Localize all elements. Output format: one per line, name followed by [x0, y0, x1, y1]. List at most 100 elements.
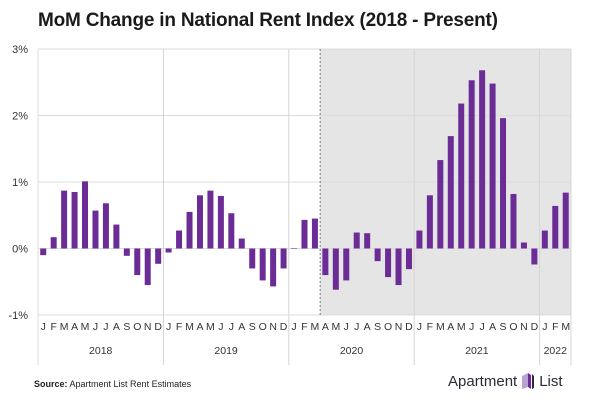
month-tick-label: A: [322, 321, 329, 333]
bar: [61, 190, 68, 249]
month-tick-label: M: [331, 321, 340, 333]
bar: [426, 195, 433, 249]
bar: [155, 248, 162, 264]
bar: [416, 230, 423, 249]
y-tick-label: 3%: [12, 44, 28, 56]
month-tick-label: D: [405, 321, 413, 333]
bar: [186, 211, 193, 249]
bar: [458, 103, 465, 249]
year-label: 2020: [340, 345, 364, 357]
month-tick-label: M: [561, 321, 570, 333]
month-tick-label: M: [81, 321, 90, 333]
month-tick-label: A: [196, 321, 203, 333]
month-tick-label: J: [480, 321, 485, 333]
month-tick-label: M: [311, 321, 320, 333]
month-tick-label: M: [185, 321, 194, 333]
month-tick-label: J: [93, 321, 98, 333]
month-tick-label: N: [269, 321, 277, 333]
bar: [322, 248, 329, 276]
bar: [113, 224, 120, 249]
month-tick-label: J: [469, 321, 474, 333]
bar: [249, 248, 256, 269]
month-tick-label: M: [457, 321, 466, 333]
month-tick-label: J: [542, 321, 547, 333]
month-tick-label: F: [427, 321, 433, 333]
month-tick-label: J: [229, 321, 234, 333]
bar: [437, 160, 444, 249]
month-tick-label: S: [500, 321, 507, 333]
month-tick-label: J: [103, 321, 108, 333]
bar: [447, 136, 454, 249]
bar: [196, 195, 203, 249]
bar: [531, 248, 538, 265]
logo-text-right: List: [539, 372, 563, 390]
bar: [374, 248, 381, 262]
bar: [102, 203, 109, 249]
bar: [468, 80, 475, 249]
month-tick-label: A: [238, 321, 245, 333]
bar: [259, 248, 266, 281]
month-tick-label: M: [60, 321, 69, 333]
bar: [562, 192, 569, 249]
month-tick-label: A: [71, 321, 78, 333]
month-tick-label: M: [436, 321, 445, 333]
month-tick-label: N: [144, 321, 152, 333]
month-tick-label: D: [531, 321, 539, 333]
source-text: Apartment List Rent Estimates: [69, 379, 192, 389]
y-tick-label: 2%: [12, 111, 28, 123]
bar: [165, 248, 172, 253]
bar: [332, 248, 339, 290]
bar: [280, 248, 287, 269]
month-tick-label: J: [354, 321, 359, 333]
logo-text-left: Apartment: [448, 372, 518, 390]
month-tick-label: A: [364, 321, 371, 333]
year-label: 2018: [89, 345, 113, 357]
bar: [134, 248, 141, 276]
bar: [40, 248, 47, 256]
month-tick-label: S: [374, 321, 381, 333]
month-tick-label: F: [50, 321, 56, 333]
bar: [353, 232, 360, 249]
month-tick-label: F: [552, 321, 558, 333]
chart-title: MoM Change in National Rent Index (2018 …: [38, 10, 498, 31]
month-tick-label: J: [41, 321, 46, 333]
month-tick-label: A: [489, 321, 496, 333]
bar: [301, 219, 308, 249]
bar: [552, 205, 559, 249]
month-tick-label: S: [123, 321, 130, 333]
month-tick-label: D: [154, 321, 162, 333]
bar: [343, 248, 350, 281]
y-tick-label: 1%: [12, 177, 28, 189]
month-tick-label: J: [291, 321, 296, 333]
apartment-list-logo: Apartment List: [448, 372, 563, 390]
month-tick-label: O: [259, 321, 267, 333]
bar: [228, 213, 235, 249]
bar: [479, 70, 486, 249]
bar: [82, 181, 89, 249]
bar: [385, 248, 392, 278]
bar: [364, 233, 371, 249]
month-tick-label: A: [113, 321, 120, 333]
month-tick-label: M: [206, 321, 215, 333]
month-tick-label: J: [417, 321, 422, 333]
month-tick-label: J: [218, 321, 223, 333]
bar: [405, 248, 412, 270]
year-label: 2019: [214, 345, 238, 357]
month-tick-label: N: [520, 321, 528, 333]
bar: [520, 242, 527, 249]
month-tick-label: O: [384, 321, 392, 333]
bar: [395, 248, 402, 286]
month-tick-label: D: [280, 321, 288, 333]
month-tick-label: O: [509, 321, 517, 333]
y-tick-label: 0%: [12, 244, 28, 256]
bar: [207, 190, 214, 249]
bar: [92, 210, 99, 249]
bar: [541, 230, 548, 249]
bar: [500, 118, 507, 249]
year-label: 2021: [465, 345, 489, 357]
year-label: 2022: [544, 345, 568, 357]
bar: [176, 230, 183, 249]
source-note: Source: Apartment List Rent Estimates: [34, 379, 191, 389]
bar: [291, 248, 298, 249]
